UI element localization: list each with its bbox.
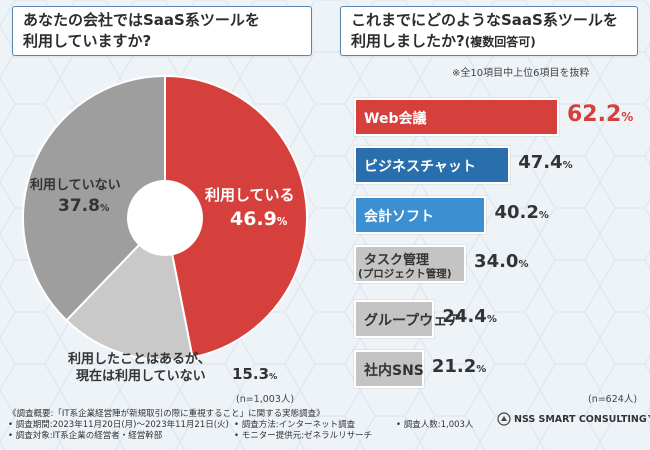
pie-sample-size: (n=1,003人) bbox=[236, 394, 295, 405]
left-title-line2: 利用していますか? bbox=[23, 32, 152, 50]
bar-value-2: 40.2% bbox=[494, 202, 549, 223]
pie-label-using: 利用している bbox=[205, 186, 295, 204]
left-chart-title: あなたの会社ではSaaS系ツールを 利用していますか? bbox=[12, 6, 312, 56]
bar-2 bbox=[354, 196, 487, 234]
bar-label-3: タスク管理 bbox=[364, 253, 430, 268]
bar-1 bbox=[354, 146, 511, 184]
pie-value-used-before: 15.3% bbox=[232, 365, 278, 383]
bar-5 bbox=[354, 350, 424, 388]
pie-label-used-before-line2: 現在は利用していない bbox=[76, 369, 206, 384]
bar-label-3-line2: (プロジェクト管理) bbox=[358, 268, 452, 280]
pie-slice-2 bbox=[22, 74, 166, 322]
right-title-line2: 利用しましたか? bbox=[351, 32, 465, 50]
footer-monitor-provider: • モニター提供元:ゼネラルリサーチ bbox=[234, 431, 373, 441]
left-title-line1: あなたの会社ではSaaS系ツールを bbox=[23, 11, 260, 29]
company-logo-icon bbox=[497, 412, 511, 426]
footer-survey-count: • 調査人数:1,003人 bbox=[396, 420, 474, 430]
bar-label-5: 社内SNS bbox=[364, 363, 424, 379]
pie-value-not-using: 37.8% bbox=[58, 196, 110, 216]
right-chart-title: これまでにどのようなSaaS系ツールを 利用しましたか?(複数回答可) bbox=[340, 6, 638, 56]
bar-4 bbox=[354, 300, 435, 338]
bar-label-1: ビジネスチャット bbox=[364, 159, 476, 175]
bar-label-2: 会計ソフト bbox=[364, 209, 434, 225]
pie-label-used-before-line1: 利用したことはあるが、 bbox=[68, 352, 211, 367]
bar-label-4: グループウェア bbox=[364, 313, 462, 329]
bar-value-4: 24.4% bbox=[442, 306, 497, 327]
bar-value-3: 34.0% bbox=[474, 251, 529, 272]
right-chart-note: ※全10項目中上位6項目を抜粋 bbox=[452, 68, 590, 79]
footer-survey-period: • 調査期間:2023年11月20日(月)〜2023年11月21日(火) bbox=[8, 420, 229, 430]
pie-center-hole bbox=[127, 180, 203, 256]
footer-survey-method: • 調査方法:インターネット調査 bbox=[234, 420, 356, 430]
bar-0 bbox=[354, 98, 559, 136]
right-title-line2-small: (複数回答可) bbox=[464, 35, 536, 49]
bar-3 bbox=[354, 245, 467, 283]
company-logo-text: NSS SMART CONSULTING™ bbox=[514, 414, 650, 425]
bar-value-5: 21.2% bbox=[431, 356, 487, 377]
footer-survey-title: 《調査概要:「IT系企業経営陣が新規取引の際に重視すること」に関する実態調査》 bbox=[8, 409, 325, 419]
bar-label-0: Web会議 bbox=[364, 111, 427, 127]
footer-survey-target: • 調査対象:IT系企業の経営者・経営幹部 bbox=[8, 431, 163, 441]
pie-label-not-using-text: 利用していない bbox=[30, 178, 121, 193]
right-title-line1: これまでにどのようなSaaS系ツールを bbox=[351, 11, 618, 29]
pie-value-using: 46.9% bbox=[230, 208, 288, 230]
bar-sample-size: (n=624人) bbox=[588, 394, 638, 405]
pie-slice-0 bbox=[164, 74, 308, 359]
bar-value-0: 62.2% bbox=[567, 102, 634, 127]
bar-value-1: 47.4% bbox=[518, 152, 573, 173]
